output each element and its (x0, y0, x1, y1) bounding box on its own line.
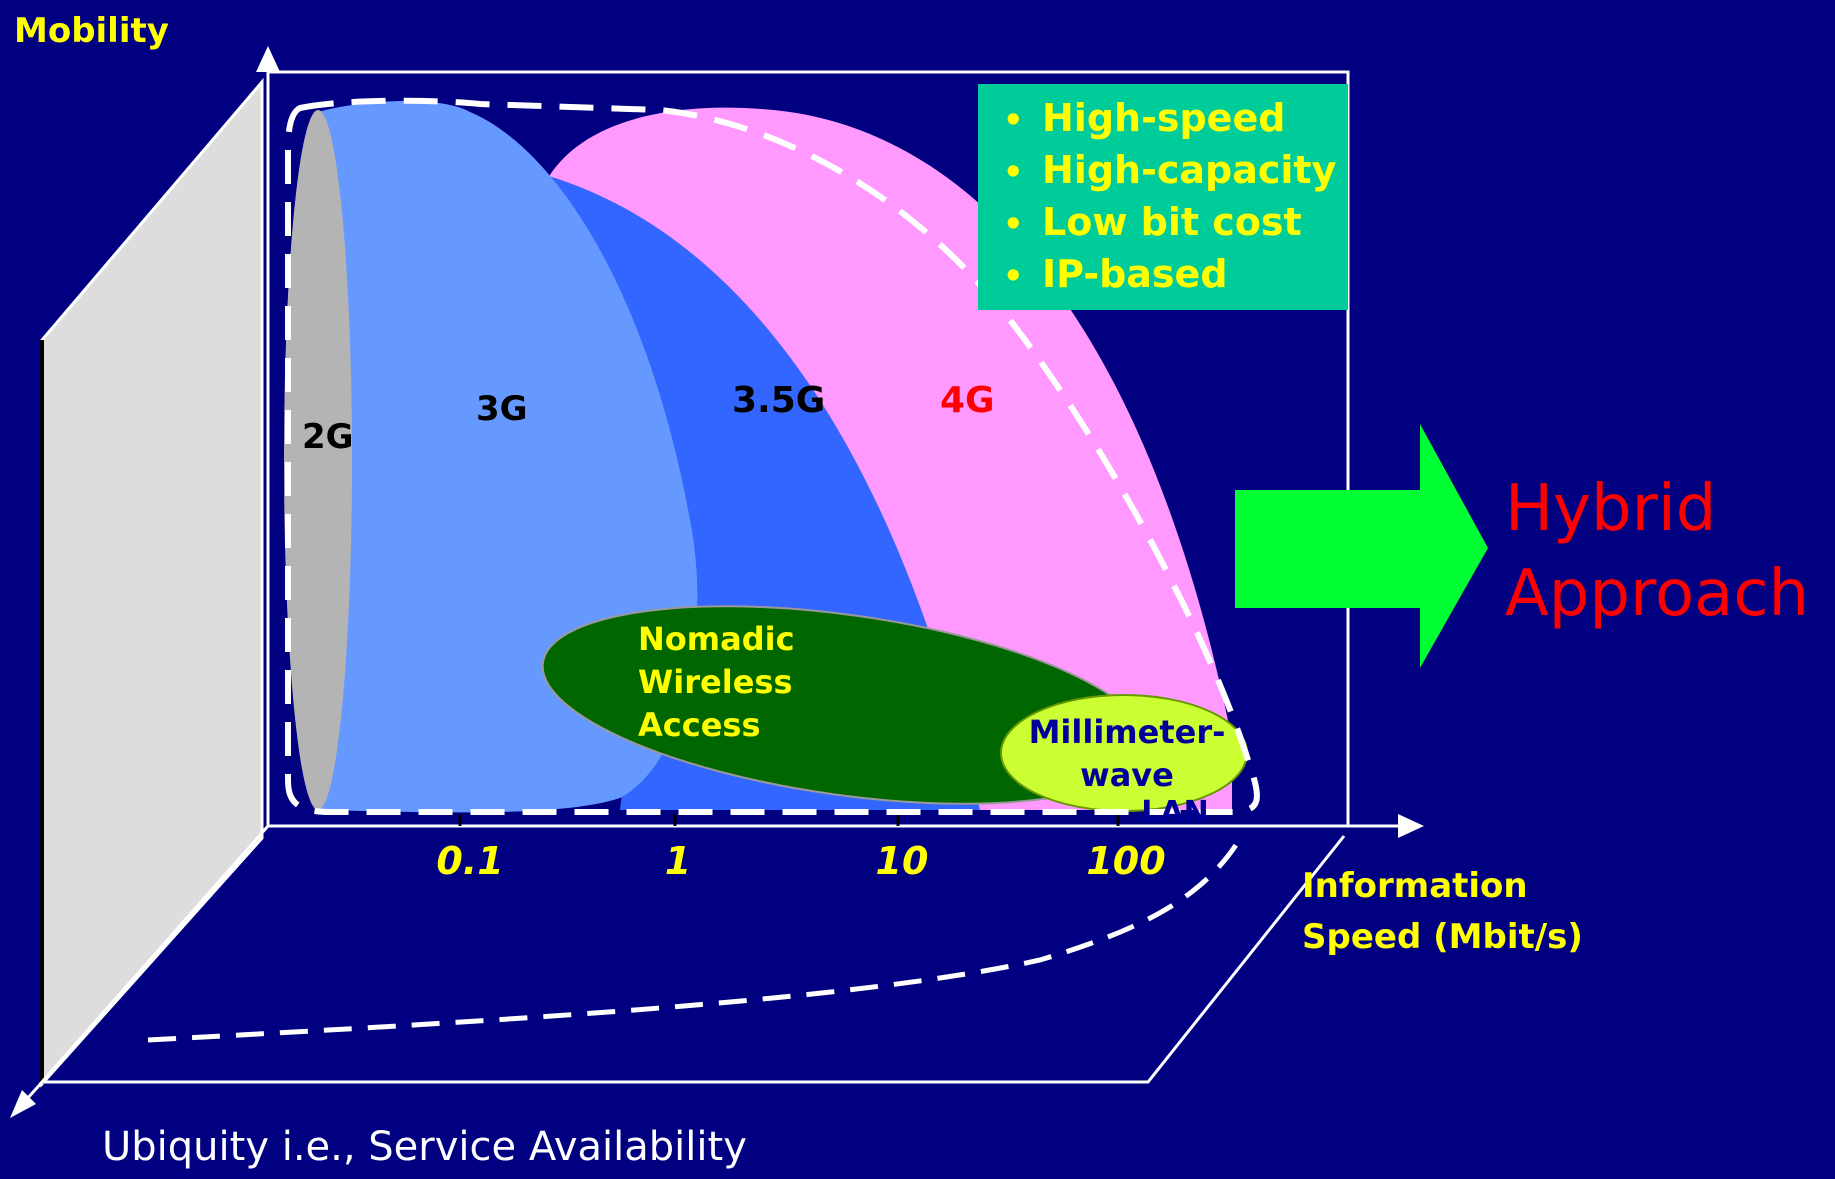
label-nomadic-line3: Access (638, 706, 761, 744)
features-item: High-capacity (1042, 148, 1337, 192)
ubiquity-axis (24, 836, 264, 1102)
speed-axis-arrowhead (1398, 814, 1424, 838)
label-3-5g: 3.5G (732, 380, 825, 421)
label-4g: 4G (940, 380, 995, 421)
features-bullet: • (1003, 153, 1023, 191)
features-item: Low bit cost (1042, 200, 1302, 244)
mobility-axis-label: Mobility (14, 11, 169, 51)
speed-tick-label: 100 (1086, 839, 1165, 883)
label-3g: 3G (476, 389, 528, 429)
label-nomadic-line2: Wireless (638, 663, 793, 701)
side-wall (40, 77, 264, 1088)
label-mmwave-line3: LAN (1141, 795, 1208, 830)
features-bullet: • (1003, 205, 1023, 243)
speed-axis-label-line1: Information (1302, 866, 1528, 906)
speed-axis-label-line2: Speed (Mbit/s) (1302, 917, 1583, 957)
speed-tick-label: 1 (665, 839, 691, 883)
label-nomadic-line1: Nomadic (638, 620, 795, 658)
4g-envelope-dashed (285, 97, 1260, 815)
features-item: IP-based (1042, 252, 1228, 296)
features-bullet: • (1003, 101, 1023, 139)
ubiquity-axis-label: Ubiquity i.e., Service Availability (102, 1124, 747, 1170)
label-mmwave-line1: Millimeter- (1029, 713, 1226, 751)
ubiquity-axis-arrowhead (10, 1090, 36, 1118)
mobility-axis-arrowhead (256, 46, 280, 72)
region-2g (284, 110, 352, 810)
floor-plane-outline (38, 825, 1346, 1084)
speed-tick-label: 10 (876, 839, 929, 883)
conclusion-line1: Hybrid (1505, 472, 1716, 546)
features-item: High-speed (1042, 96, 1285, 140)
label-mmwave-line2: wave (1080, 756, 1174, 794)
features-box (978, 84, 1348, 310)
hybrid-approach-arrow (1235, 424, 1488, 668)
features-bullet: • (1003, 257, 1023, 295)
features-list: • High-speed • High-capacity • Low bit c… (1003, 96, 1337, 296)
ubiquity-curve-dashed (147, 840, 1241, 1043)
conclusion-line2: Approach (1505, 557, 1809, 631)
speed-axis-ticks (458, 814, 1120, 826)
label-2g: 2G (302, 417, 354, 457)
speed-tick-label: 0.1 (436, 839, 503, 883)
